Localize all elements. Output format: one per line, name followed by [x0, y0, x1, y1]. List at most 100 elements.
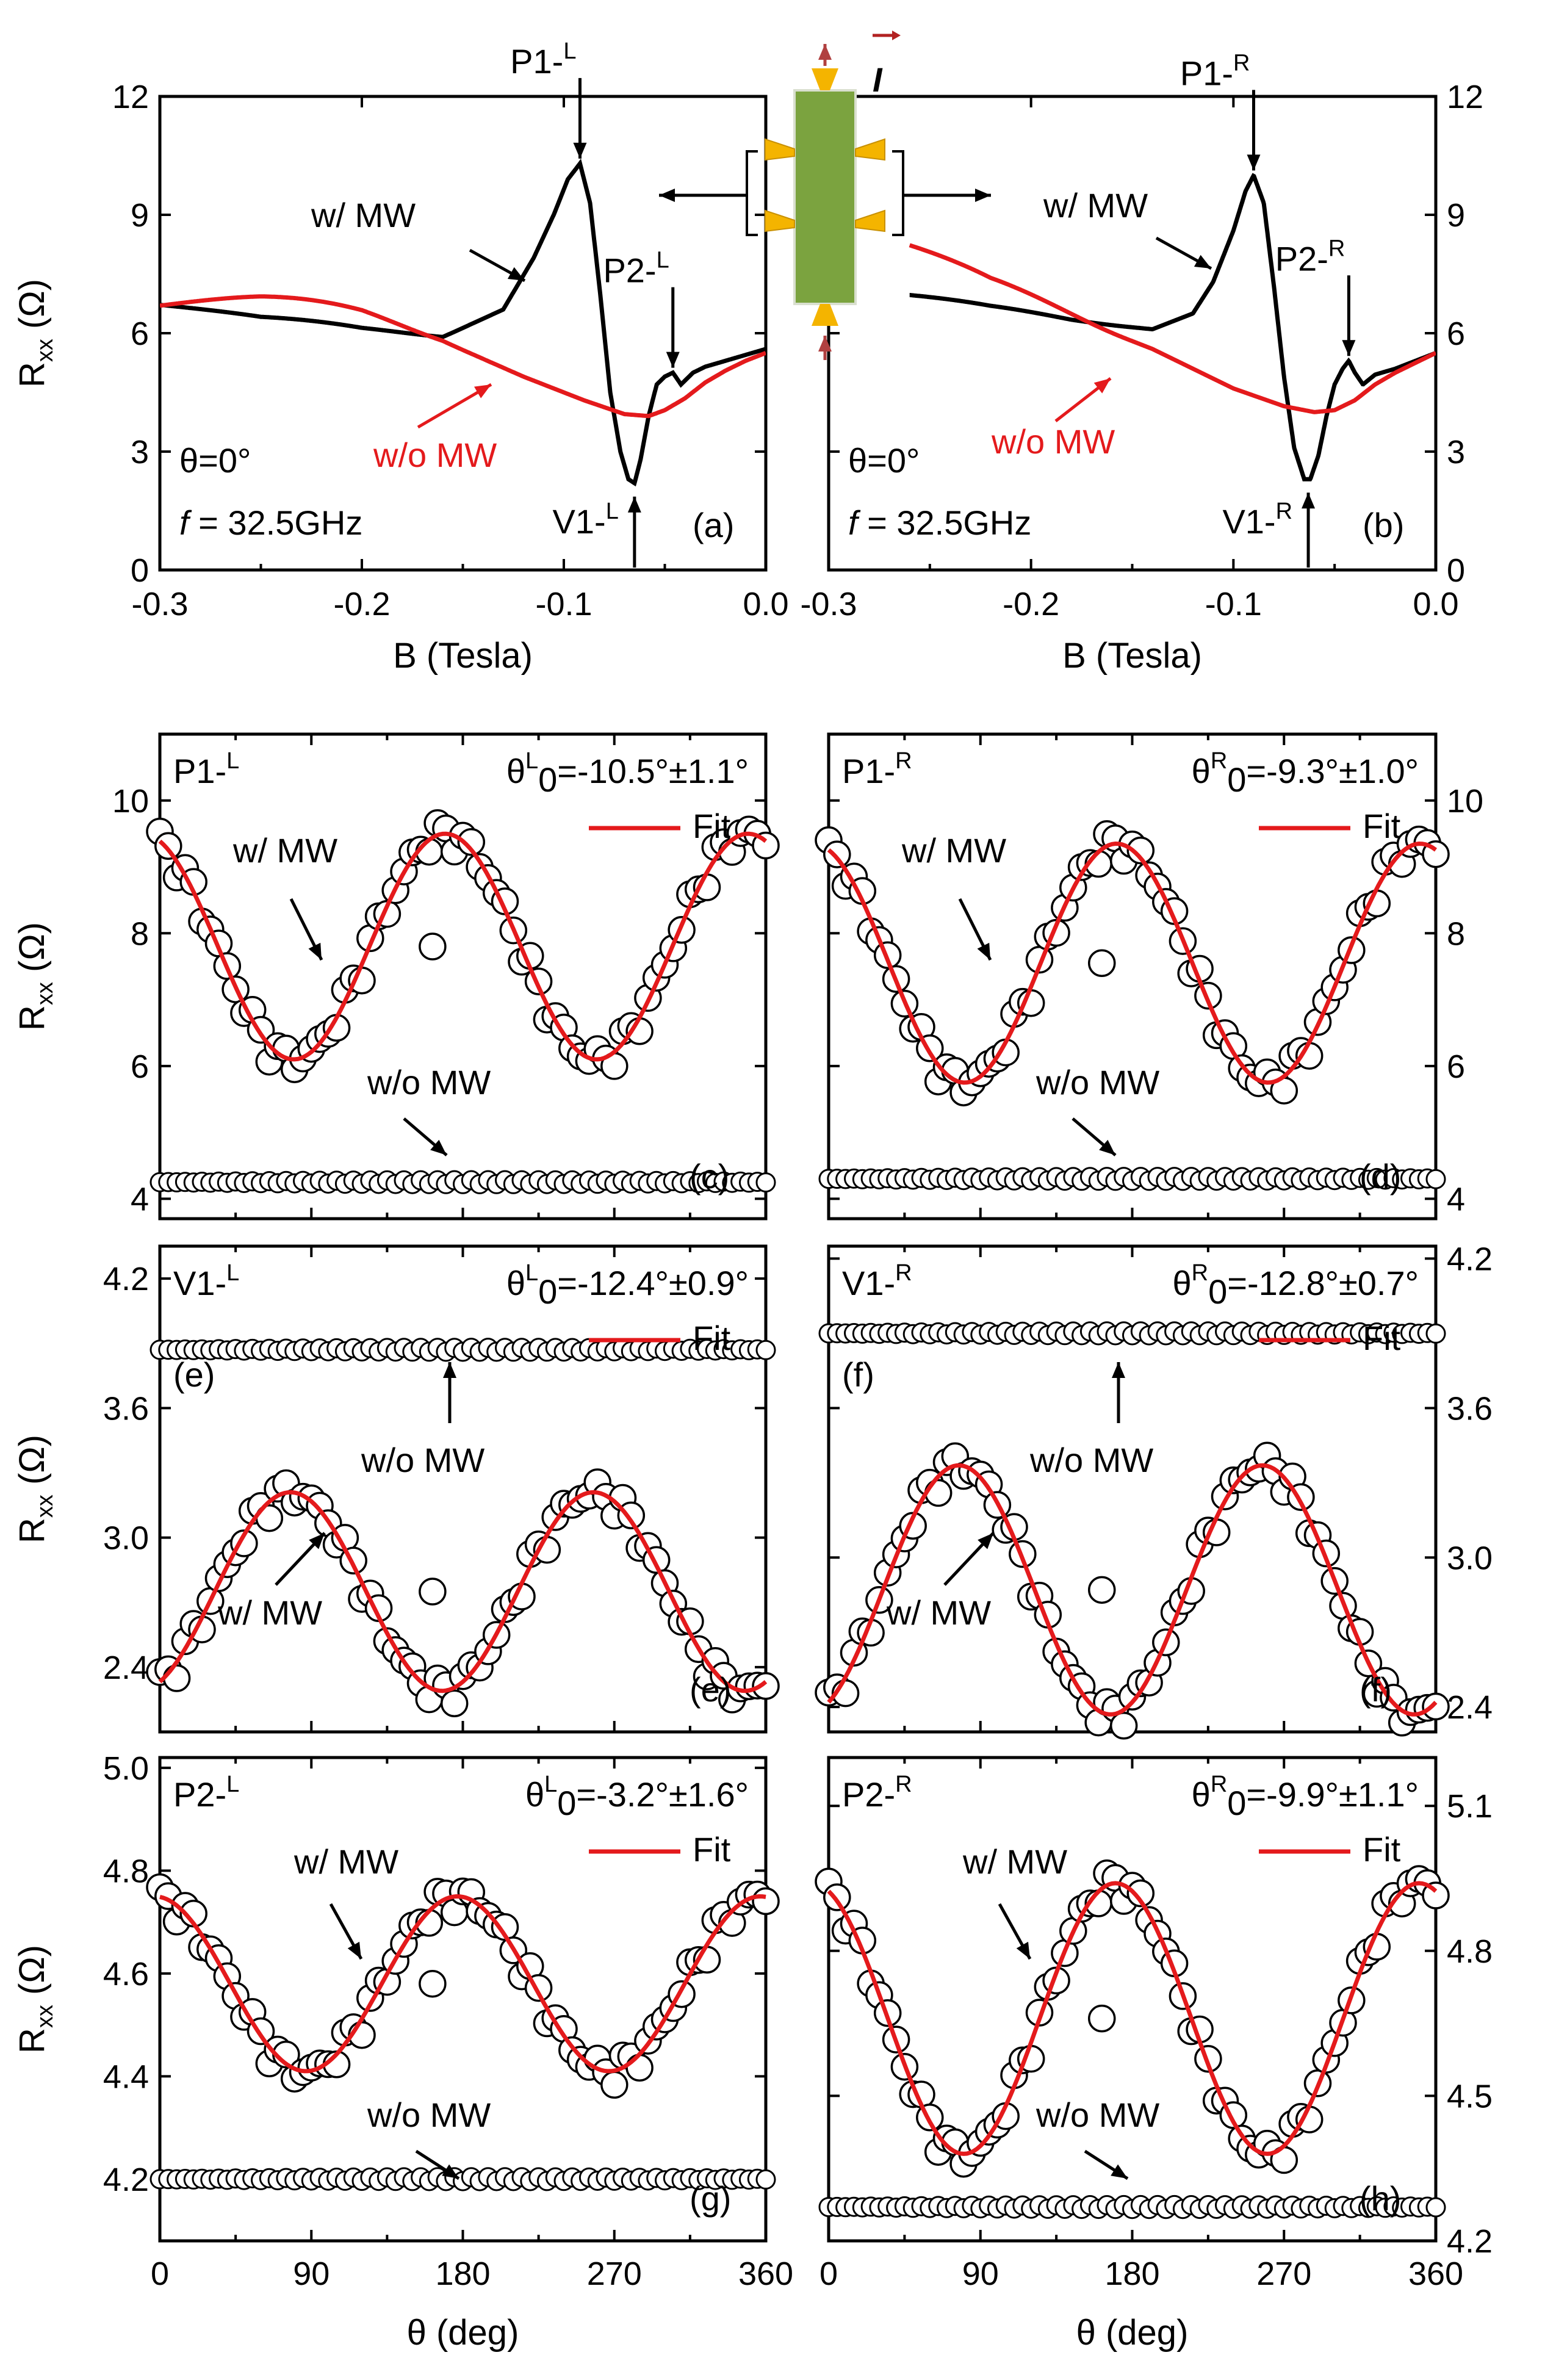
- y-tick-label: 4: [1447, 1181, 1465, 1217]
- y-tick-label: 5.0: [103, 1750, 149, 1787]
- panel-a-frame: [158, 95, 768, 572]
- peak-title-part: P1-: [173, 752, 226, 790]
- right-measure-arrow: [903, 189, 991, 202]
- panel-b: [827, 95, 1438, 572]
- y-tick-label: 12: [112, 79, 149, 115]
- nomw-label: w/o MW: [373, 436, 497, 474]
- peak-arrow-P2-R-head: [1342, 340, 1356, 356]
- x-axis-label: B (Tesla): [393, 636, 533, 676]
- y-tick-label: 9: [131, 197, 149, 234]
- data-point-nomw: [1425, 2197, 1446, 2218]
- theta0-value-part: L: [544, 1772, 557, 1797]
- mw-arrow-head: [978, 1533, 993, 1549]
- fit-line: [827, 841, 1438, 1085]
- y-tick-label: 4.2: [103, 1261, 149, 1297]
- peak-label-0-part: R: [1233, 50, 1250, 76]
- data-point-mw: [1126, 1879, 1155, 1908]
- peak-label-0: P1-R: [1180, 50, 1250, 92]
- mw-label: w/ MW: [1043, 186, 1148, 225]
- theta0-value-part: 0: [1208, 1272, 1227, 1311]
- data-point-mw: [1088, 949, 1116, 977]
- theta0-value-part: =-12.8°±0.7°: [1227, 1264, 1419, 1302]
- mw-arrow: [943, 1532, 995, 1586]
- data-point-mw: [1126, 836, 1155, 865]
- nomw-arrow: [1084, 2149, 1129, 2180]
- peak-label-1-part: L: [657, 248, 669, 273]
- theta-text: θ=0°: [179, 441, 251, 480]
- mw-arrow-head: [1016, 1941, 1030, 1959]
- data-point-mw: [1109, 1712, 1138, 1740]
- legend-fit-label: Fit: [1363, 807, 1401, 845]
- panel-tag-left: (f): [842, 1355, 874, 1394]
- y-axis-label-e-part: xx: [32, 1495, 58, 1518]
- right-measure-arrow-head: [975, 189, 991, 202]
- nomw-arrow-head: [1099, 1139, 1115, 1155]
- mw-arrow-head: [977, 942, 990, 960]
- y-axis-label-e: Rxx (Ω): [12, 1435, 58, 1543]
- y-axis-label-g-part: xx: [32, 2005, 58, 2028]
- nomw-arrow: [403, 1117, 448, 1156]
- theta0-value-part: L: [525, 748, 538, 774]
- peak-title-part: R: [895, 748, 912, 774]
- left-measure-arrow: [659, 189, 747, 202]
- y-tick-label: 4.2: [1447, 1241, 1493, 1277]
- data-point-nomw: [755, 1340, 776, 1360]
- left-bracket: [746, 150, 758, 236]
- data-point-mw: [1088, 1576, 1116, 1604]
- x-tick-label: 270: [1256, 2256, 1311, 2292]
- legend-fit-label: Fit: [693, 807, 731, 845]
- x-tick-label: 0.0: [1413, 586, 1458, 622]
- peak-label-1: P2-L: [603, 248, 669, 290]
- valley-label-2-part: V1-: [1222, 502, 1275, 541]
- peak-title-part: R: [895, 1772, 912, 1797]
- data-point-mw: [1422, 1881, 1450, 1909]
- valley-arrow-2: [1302, 492, 1316, 568]
- x-tick-label: -0.3: [800, 586, 857, 622]
- fit-line: [158, 1490, 768, 1693]
- panel-g: [146, 1756, 780, 2243]
- theta0-value-part: θ: [506, 1264, 525, 1302]
- x-tick-label: 360: [738, 2256, 793, 2292]
- valley-label-2: V1-L: [553, 499, 619, 541]
- y-axis-label-a: Rxx (Ω): [12, 279, 58, 388]
- fit-line: [827, 1463, 1438, 1717]
- theta-text: θ=0°: [848, 441, 920, 480]
- peak-title: P1-R: [842, 748, 912, 790]
- theta0-value-part: θ: [525, 1775, 544, 1814]
- theta0-value-part: =-3.2°±1.6°: [576, 1775, 749, 1814]
- data-point-mw: [823, 840, 851, 868]
- y-tick-label: 4.5: [1447, 2078, 1493, 2115]
- nomw-arrow: [1112, 1362, 1125, 1423]
- fit-line: [159, 1894, 766, 2074]
- valley-arrow-2-head: [627, 496, 641, 513]
- y-axis-label-c-part: R: [12, 1005, 52, 1031]
- y-tick-label: 6: [131, 316, 149, 352]
- peak-arrow-P1-R-head: [1247, 154, 1261, 171]
- panel-c-frame: [158, 732, 768, 1221]
- nomw-label: w/o MW: [361, 1441, 484, 1479]
- x-tick-label: -0.3: [131, 586, 188, 622]
- x-tick-label: -0.1: [1205, 586, 1262, 622]
- legend-fit-label: Fit: [693, 1319, 731, 1357]
- peak-label-1-part: R: [1328, 236, 1345, 261]
- mw-arrow-head: [308, 942, 322, 960]
- y-tick-label: 5.1: [1447, 1788, 1493, 1825]
- theta0-value-part: =-10.5°±1.1°: [557, 752, 749, 790]
- y-tick-label: 6: [131, 1048, 149, 1085]
- peak-arrow-P2-R: [1342, 275, 1356, 356]
- peak-label-0-part: P1-: [1180, 54, 1233, 92]
- y-tick-label: 3.6: [103, 1390, 149, 1427]
- peak-title-part: R: [895, 1260, 912, 1286]
- nomw-arrow: [417, 383, 492, 429]
- freq-text: f = 32.5GHz: [848, 503, 1031, 542]
- data-point-mw: [154, 832, 182, 860]
- theta0-value-part: R: [1211, 748, 1227, 774]
- series-nomw-line: [160, 294, 766, 419]
- peak-arrow-P1-L-head: [573, 142, 587, 159]
- y-axis-label-g-part: R: [12, 2028, 52, 2054]
- y-axis-label-c: Rxx (Ω): [12, 922, 58, 1031]
- data-point-nomw: [1425, 1323, 1446, 1344]
- x-tick-label: 360: [1408, 2256, 1463, 2292]
- mw-arrow: [1155, 236, 1212, 270]
